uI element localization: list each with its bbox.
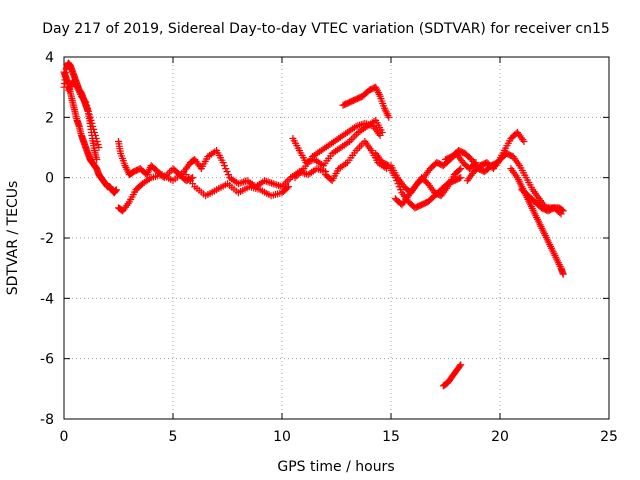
data-point <box>351 132 359 140</box>
data-point <box>349 134 357 142</box>
data-point <box>223 168 231 176</box>
data-point <box>456 362 464 370</box>
data-point <box>241 177 249 185</box>
data-point <box>318 166 326 174</box>
data-point <box>236 179 244 187</box>
x-tick-label: 10 <box>273 429 291 445</box>
y-tick-label: -6 <box>40 352 54 368</box>
data-point <box>222 165 230 173</box>
axis-ticks: 0 5 10 15 20 25 -8 -6 -4 -2 0 2 4 <box>40 50 618 445</box>
series-trace-h <box>291 119 384 182</box>
data-point <box>354 145 362 153</box>
data-point <box>95 144 103 151</box>
data-point <box>556 209 564 217</box>
data-point <box>94 140 102 148</box>
y-tick-label: 2 <box>45 110 54 126</box>
data-point <box>219 159 227 167</box>
data-point <box>520 137 528 145</box>
data-point <box>315 165 323 173</box>
data-point <box>224 171 232 179</box>
data-point <box>84 104 92 112</box>
y-tick-label: -2 <box>40 231 54 247</box>
data-point <box>84 107 92 115</box>
series-trace-a <box>60 68 120 197</box>
data-point <box>91 128 99 136</box>
data-point <box>283 177 291 185</box>
series-trace-f <box>180 147 330 191</box>
series-trace-j <box>339 83 393 121</box>
data-point <box>89 122 97 130</box>
data-point <box>93 137 101 145</box>
series-trace-r <box>439 361 465 390</box>
data-point <box>86 113 94 121</box>
data-point <box>557 210 565 218</box>
data-point <box>397 186 405 194</box>
data-point <box>88 119 96 127</box>
x-tick-label: 5 <box>169 429 178 445</box>
chart-title: Day 217 of 2019, Sidereal Day-to-day VTE… <box>42 21 610 37</box>
data-point <box>273 181 281 189</box>
data-point <box>457 361 465 369</box>
data-point <box>82 98 90 106</box>
data-point <box>90 125 98 133</box>
x-tick-label: 25 <box>600 429 618 445</box>
data-point <box>376 131 384 139</box>
data-point <box>87 116 95 124</box>
x-tick-label: 0 <box>60 429 69 445</box>
data-point <box>357 141 365 149</box>
data-point <box>167 166 175 174</box>
data-series <box>60 59 567 390</box>
grid-lines <box>64 57 609 419</box>
data-point <box>269 180 277 188</box>
data-point <box>220 162 228 170</box>
series-trace-n <box>442 128 528 176</box>
series-trace-e <box>115 168 293 215</box>
x-tick-label: 20 <box>491 429 509 445</box>
data-point <box>83 101 91 109</box>
data-point <box>262 177 270 185</box>
data-point <box>81 97 89 105</box>
data-point <box>264 178 272 186</box>
data-point <box>356 143 364 151</box>
data-point <box>91 131 99 139</box>
data-point <box>316 166 324 174</box>
data-point <box>238 178 246 186</box>
series-trace-g <box>289 116 386 170</box>
data-point <box>455 166 463 174</box>
data-point <box>268 179 276 187</box>
y-tick-label: 4 <box>45 50 54 66</box>
series-trace-o <box>463 150 567 215</box>
data-point <box>457 165 465 173</box>
data-point <box>93 156 101 164</box>
data-point <box>457 174 465 182</box>
data-point <box>271 180 279 188</box>
data-point <box>266 178 274 186</box>
data-point <box>455 174 463 182</box>
series-trace-d <box>115 137 197 185</box>
y-tick-label: -4 <box>40 291 54 307</box>
data-point <box>385 113 393 121</box>
data-point <box>283 184 291 192</box>
data-point <box>112 186 120 194</box>
data-point <box>285 183 293 191</box>
data-point <box>85 110 93 118</box>
data-point <box>275 182 283 190</box>
y-tick-label: 0 <box>45 171 54 187</box>
series-trace-c <box>64 77 103 151</box>
y-tick-label: -8 <box>40 412 54 428</box>
data-point <box>92 134 100 142</box>
x-tick-label: 15 <box>382 429 400 445</box>
series-trace-m <box>391 165 465 209</box>
series-trace-q <box>518 186 565 218</box>
series-trace-p <box>507 165 567 278</box>
y-axis-label: SDTVAR / TECUs <box>5 181 21 296</box>
data-point <box>559 270 567 278</box>
x-axis-label: GPS time / hours <box>277 459 394 475</box>
